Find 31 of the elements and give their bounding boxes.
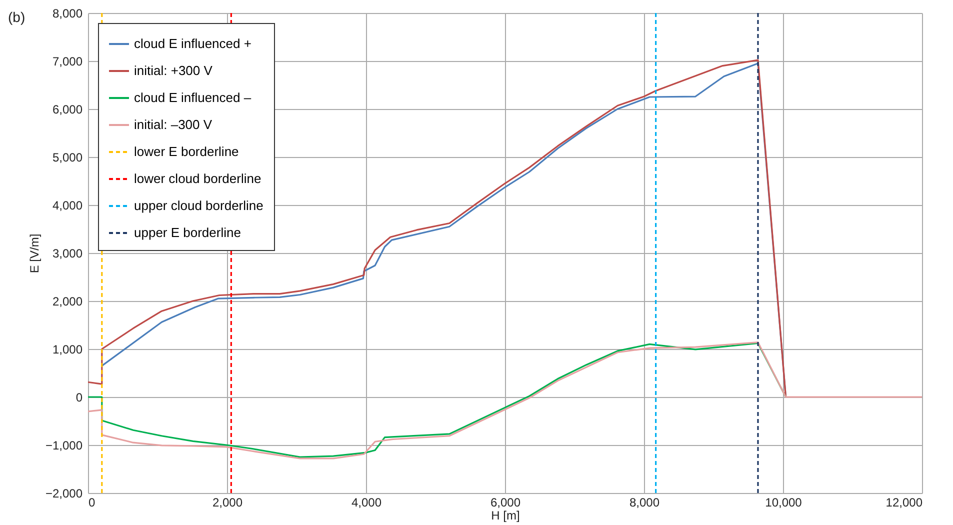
x-tick-label: 4,000	[351, 496, 382, 510]
y-tick-label: 5,000	[52, 150, 83, 164]
y-tick-label: 0	[76, 390, 83, 404]
x-tick-label: 12,000	[886, 496, 923, 510]
y-tick-label: 1,000	[52, 342, 83, 356]
x-tick-label: 6,000	[490, 496, 521, 510]
y-tick-label: 6,000	[52, 102, 83, 116]
legend-label: upper cloud borderline	[134, 198, 264, 213]
y-tick-label: 4,000	[52, 198, 83, 212]
legend-label: initial: +300 V	[134, 63, 213, 78]
y-tick-label: 7,000	[52, 54, 83, 68]
y-tick-label: −2,000	[45, 486, 83, 500]
y-tick-label: 3,000	[52, 246, 83, 260]
x-tick-label: 0	[88, 496, 96, 510]
x-tick-label: 10,000	[765, 496, 802, 510]
x-tick-label: 2,000	[212, 496, 243, 510]
y-tick-label: −1,000	[45, 438, 83, 452]
y-tick-label: 8,000	[52, 6, 83, 20]
x-axis-title: H [m]	[491, 508, 520, 522]
legend-label: cloud E influenced +	[134, 36, 252, 51]
legend-label: upper E borderline	[134, 225, 241, 240]
text: (b)	[8, 9, 26, 25]
x-tick-label: 8,000	[629, 496, 660, 510]
legend-label: cloud E influenced –	[134, 90, 252, 105]
y-axis-title: E [V/m]	[27, 234, 42, 274]
legend-label: lower E borderline	[134, 144, 239, 159]
legend-label: lower cloud borderline	[134, 171, 262, 186]
line-series	[88, 342, 787, 458]
line-series	[88, 341, 922, 460]
legend-label: initial: –300 V	[134, 117, 212, 132]
y-tick-label: 2,000	[52, 294, 83, 308]
